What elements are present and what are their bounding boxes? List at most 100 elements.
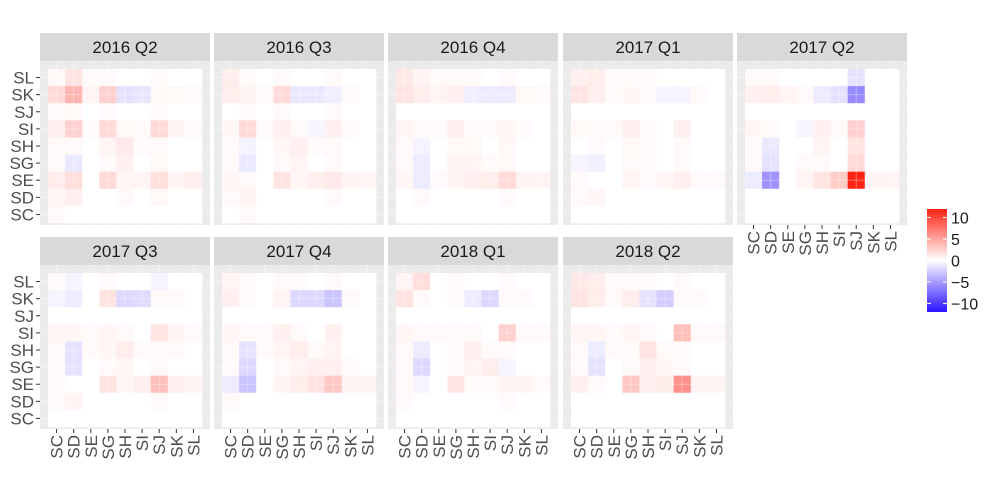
heatmap-tile [622, 205, 640, 224]
heatmap-tile [430, 324, 448, 342]
heatmap-tile [65, 290, 83, 308]
heatmap-tile [864, 86, 883, 104]
facet-strip-label: 2017 Q3 [92, 242, 157, 261]
heatmap-tile [532, 392, 551, 411]
heatmap-tile [82, 137, 100, 155]
x-tick-label: SG [796, 231, 815, 256]
heatmap-tile [413, 154, 431, 172]
heatmap-tile [358, 137, 377, 155]
y-tick-label: SG [9, 358, 34, 377]
heatmap-tile [464, 137, 482, 155]
heatmap-tile [656, 103, 674, 121]
heatmap-tile [588, 290, 606, 308]
heatmap-tile [150, 69, 169, 87]
heatmap-tile [762, 86, 780, 104]
heatmap-tile [222, 205, 240, 224]
heatmap-tile [498, 69, 517, 87]
heatmap-tile [673, 307, 692, 325]
heatmap-tile [116, 171, 134, 190]
heatmap-tile [396, 392, 414, 411]
heatmap-tile [481, 324, 499, 342]
heatmap-tile [324, 375, 343, 394]
heatmap-tile [358, 324, 377, 342]
heatmap-tile [48, 375, 66, 394]
heatmap-tile [673, 290, 692, 308]
heatmap-tile [48, 341, 66, 359]
facet-strip [40, 33, 210, 61]
heatmap-tile [184, 69, 203, 87]
heatmap-tile [779, 137, 797, 155]
heatmap-tile [184, 205, 203, 224]
heatmap-tile [571, 358, 589, 376]
heatmap-tile [239, 273, 257, 291]
heatmap-tile [413, 409, 431, 428]
heatmap-tile [532, 205, 551, 224]
heatmap-tile [82, 154, 100, 172]
heatmap-tile [358, 205, 377, 224]
heatmap-tile [413, 375, 431, 394]
heatmap-tile [622, 154, 640, 172]
heatmap-tile [605, 120, 623, 138]
heatmap-tile [256, 409, 274, 428]
heatmap-tile [881, 69, 900, 87]
heatmap-tile [673, 324, 692, 342]
heatmap-tile [639, 188, 657, 207]
heatmap-tile [150, 324, 169, 342]
heatmap-tile [464, 273, 482, 291]
heatmap-tile [430, 171, 448, 190]
heatmap-tile [133, 358, 151, 376]
heatmap-tile [273, 307, 291, 325]
heatmap-tile [447, 86, 465, 104]
heatmap-tile [481, 137, 499, 155]
heatmap-tile [99, 290, 117, 308]
heatmap-tile [430, 358, 448, 376]
heatmap-tile [515, 358, 534, 376]
heatmap-tile [48, 290, 66, 308]
heatmap-tile [133, 205, 151, 224]
heatmap-tile [48, 69, 66, 87]
heatmap-tile [358, 392, 377, 411]
heatmap-tile [290, 324, 308, 342]
heatmap-tile [324, 103, 343, 121]
heatmap-tile [881, 86, 900, 104]
facet-strip [563, 33, 733, 61]
heatmap-tile [813, 86, 831, 104]
x-tick-label: SD [588, 435, 607, 459]
heatmap-tile [290, 137, 308, 155]
heatmap-tile [447, 358, 465, 376]
heatmap-tile [796, 205, 814, 224]
heatmap-tile [413, 188, 431, 207]
heatmap-tile [133, 290, 151, 308]
heatmap-tile [464, 103, 482, 121]
heatmap-tile [358, 188, 377, 207]
y-tick-label: SH [10, 341, 34, 360]
heatmap-tile [481, 205, 499, 224]
heatmap-tile [413, 341, 431, 359]
heatmap-tile [65, 188, 83, 207]
heatmap-tile [256, 324, 274, 342]
heatmap-tile [116, 341, 134, 359]
heatmap-tile [116, 273, 134, 291]
heatmap-tile [48, 409, 66, 428]
y-tick-label: SD [10, 392, 34, 411]
heatmap-tile [48, 188, 66, 207]
heatmap-tile [290, 86, 308, 104]
heatmap-tile [779, 86, 797, 104]
heatmap-tile [256, 392, 274, 411]
facet-strip-label: 2017 Q2 [789, 38, 854, 57]
heatmap-tile [673, 86, 692, 104]
heatmap-tile [413, 137, 431, 155]
heatmap-tile [498, 205, 517, 224]
heatmap-tile [481, 409, 499, 428]
heatmap-tile [532, 358, 551, 376]
heatmap-tile [116, 324, 134, 342]
heatmap-tile [762, 171, 780, 190]
heatmap-tile [639, 358, 657, 376]
heatmap-tile [745, 205, 763, 224]
heatmap-tile [588, 120, 606, 138]
heatmap-tile [796, 137, 814, 155]
heatmap-tile [498, 290, 517, 308]
heatmap-tile [307, 188, 325, 207]
heatmap-tile [656, 137, 674, 155]
heatmap-tile [99, 171, 117, 190]
